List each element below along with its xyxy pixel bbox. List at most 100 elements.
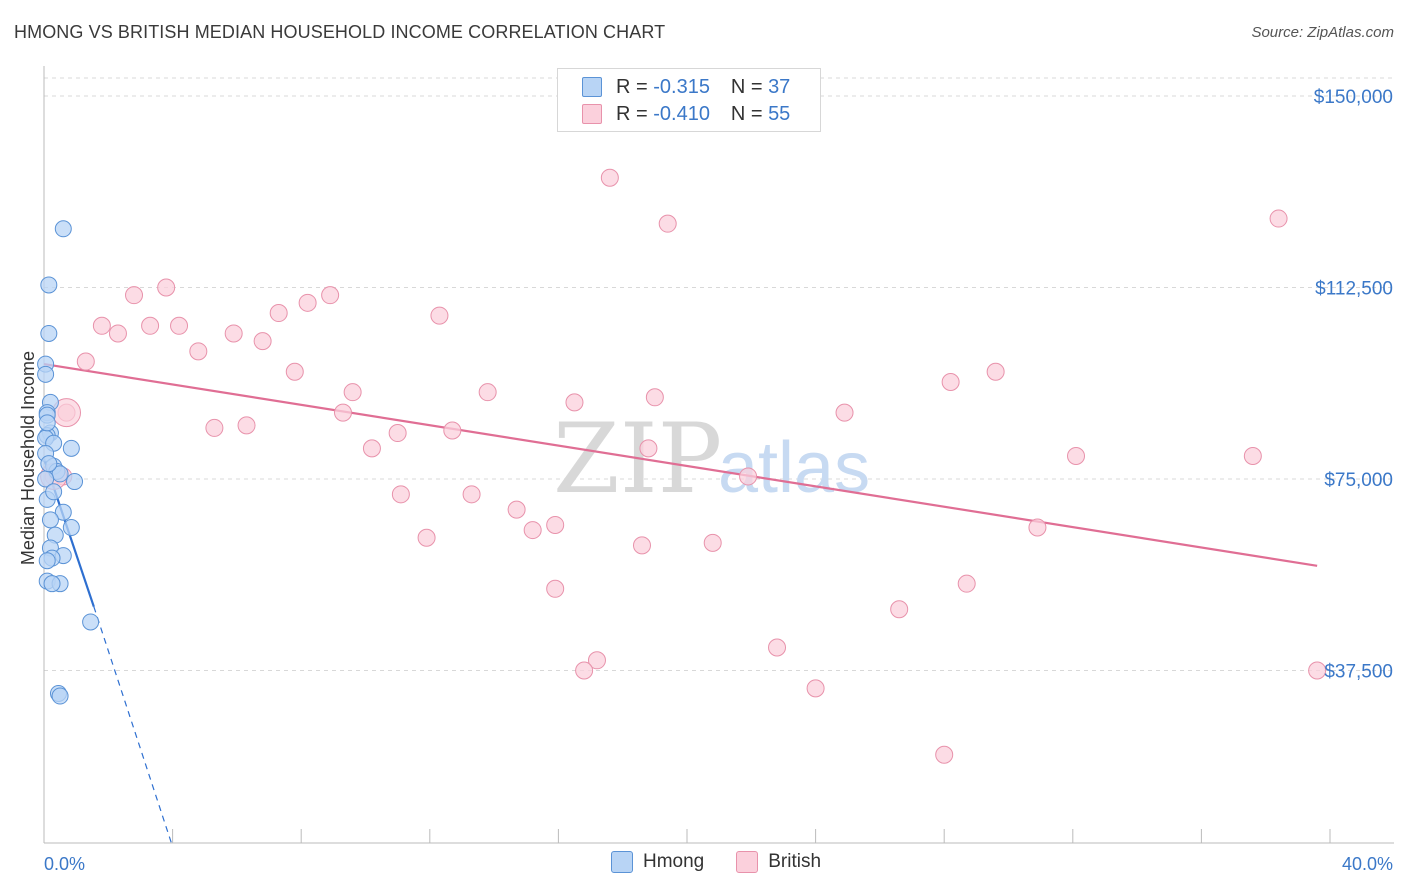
british-point: [76, 352, 95, 371]
british-point: [343, 383, 362, 402]
british-point: [125, 286, 144, 305]
british-trend-line: [43, 363, 1318, 567]
grid: [44, 77, 1394, 671]
british-point: [565, 393, 584, 412]
british-point: [388, 424, 407, 443]
hmong-r-label: R =: [616, 75, 648, 98]
british-swatch: [582, 104, 602, 124]
hmong-point: [40, 276, 58, 294]
legend-row-hmong: R = -0.315 N = 37: [582, 74, 790, 100]
british-point: [269, 304, 288, 323]
hmong-n-value: 37: [768, 75, 791, 98]
hmong-point: [54, 220, 72, 238]
british-point: [253, 332, 272, 351]
british-point: [417, 528, 436, 547]
british-point: [639, 439, 658, 458]
y-tick-label: $75,000: [1324, 470, 1393, 491]
chart-title: HMONG VS BRITISH MEDIAN HOUSEHOLD INCOME…: [14, 22, 666, 42]
tick-labels: $37,500 $75,000 $112,500 $150,000 0.0% 40.0%: [44, 87, 1393, 874]
british-point: [1028, 518, 1047, 537]
british-point: [189, 342, 208, 361]
british-point: [546, 515, 565, 534]
british-point: [600, 168, 619, 187]
hmong-point: [62, 439, 80, 457]
british-point: [632, 536, 651, 555]
legend-row-british: R = -0.410 N = 55: [582, 101, 790, 127]
british-point: [108, 324, 127, 343]
hmong-point: [38, 414, 56, 432]
british-point: [986, 362, 1005, 381]
british-r-value: -0.410: [653, 102, 710, 125]
watermark-atlas: atlas: [718, 428, 870, 508]
british-point: [587, 651, 606, 670]
british-point: [575, 661, 594, 680]
british-legend-swatch: [736, 851, 759, 873]
hmong-point: [51, 687, 69, 705]
hmong-point: [62, 519, 80, 537]
british-point: [443, 421, 462, 440]
source-label: Source: ZipAtlas.com: [1251, 24, 1394, 41]
british-point: [170, 316, 189, 335]
british-point: [507, 500, 526, 519]
series-legend: Hmong British: [611, 851, 821, 873]
hmong-swatch: [582, 77, 602, 97]
british-point: [141, 316, 160, 335]
watermark: ZIP atlas: [553, 403, 870, 515]
british-point: [92, 316, 111, 335]
british-point: [237, 416, 256, 435]
hmong-point: [45, 483, 63, 501]
y-tick-label: $150,000: [1314, 87, 1393, 108]
hmong-legend-label: Hmong: [643, 851, 705, 872]
british-point: [739, 467, 758, 486]
british-point: [321, 286, 340, 305]
hmong-point: [40, 324, 58, 342]
british-legend-label: British: [768, 851, 822, 872]
british-point: [391, 485, 410, 504]
hmong-point: [40, 455, 58, 473]
british-point: [1243, 447, 1262, 466]
british-point: [333, 403, 352, 422]
hmong-point: [37, 365, 55, 383]
y-axis-label: Median Household Income: [18, 351, 38, 565]
british-point: [285, 362, 304, 381]
british-point: [362, 439, 381, 458]
british-point: [806, 679, 825, 698]
hmong-point: [43, 575, 61, 593]
british-point: [224, 324, 243, 343]
hmong-legend-swatch: [611, 851, 633, 873]
british-n-value: 55: [768, 102, 791, 125]
british-point: [523, 521, 542, 540]
british-points: [40, 168, 1327, 764]
british-point: [1308, 661, 1327, 680]
hmong-point: [66, 473, 84, 491]
hmong-point: [82, 613, 100, 631]
british-point: [478, 383, 497, 402]
hmong-point: [41, 511, 59, 529]
hmong-n-label: N =: [730, 75, 763, 98]
british-point: [430, 306, 449, 325]
hmong-trend-extension: [93, 606, 174, 847]
correlation-legend: R = -0.315 N = 37 R = -0.410 N = 55: [557, 68, 821, 132]
british-point: [957, 574, 976, 593]
british-point: [157, 278, 176, 297]
british-point: [205, 418, 224, 437]
x-tick-label: 40.0%: [1342, 854, 1393, 874]
british-point: [1269, 209, 1288, 228]
hmong-points: [37, 220, 100, 705]
british-point: [835, 403, 854, 422]
british-n-label: N =: [730, 102, 763, 125]
british-point: [768, 638, 787, 657]
hmong-point: [38, 552, 56, 570]
hmong-r-value: -0.315: [653, 75, 710, 98]
british-point: [658, 214, 677, 233]
y-tick-label: $112,500: [1315, 279, 1393, 300]
british-point: [546, 579, 565, 598]
british-point: [890, 600, 909, 619]
british-point: [941, 372, 960, 391]
y-tick-label: $37,500: [1324, 662, 1393, 683]
hmong-point: [54, 503, 72, 521]
british-point: [298, 293, 317, 312]
x-tick-label: 0.0%: [44, 854, 85, 874]
british-point: [935, 745, 954, 764]
